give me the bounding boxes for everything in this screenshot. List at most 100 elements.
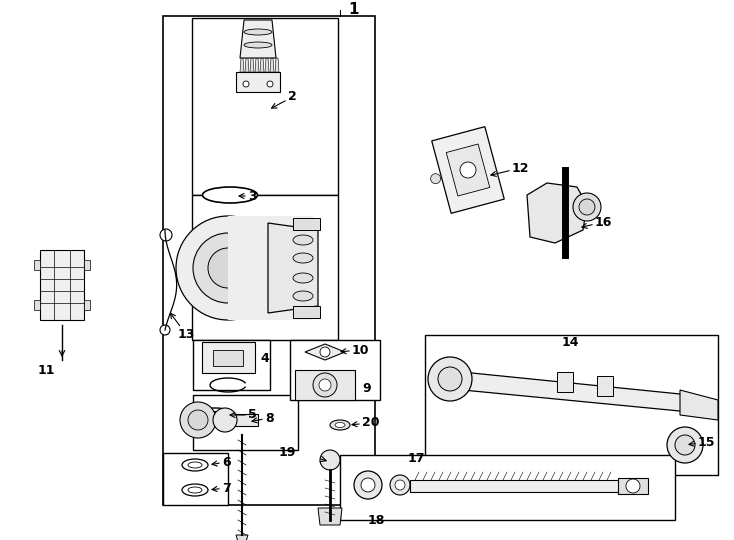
Polygon shape bbox=[236, 535, 248, 540]
Circle shape bbox=[320, 347, 330, 357]
Polygon shape bbox=[40, 250, 84, 320]
Bar bbox=[192, 195, 338, 340]
Polygon shape bbox=[240, 58, 244, 72]
Polygon shape bbox=[295, 370, 355, 400]
Ellipse shape bbox=[188, 487, 202, 493]
Text: 6: 6 bbox=[212, 456, 230, 469]
Polygon shape bbox=[618, 478, 648, 494]
Circle shape bbox=[160, 229, 172, 241]
Circle shape bbox=[180, 402, 216, 438]
Ellipse shape bbox=[293, 273, 313, 283]
Circle shape bbox=[319, 379, 331, 391]
Text: 9: 9 bbox=[362, 381, 371, 395]
Polygon shape bbox=[228, 216, 313, 320]
Ellipse shape bbox=[188, 462, 202, 468]
Bar bbox=[340, 455, 675, 520]
Ellipse shape bbox=[244, 29, 272, 35]
Text: 16: 16 bbox=[582, 215, 612, 228]
Circle shape bbox=[320, 450, 340, 470]
Polygon shape bbox=[236, 72, 280, 92]
Polygon shape bbox=[410, 480, 620, 492]
Bar bbox=[597, 376, 613, 396]
Polygon shape bbox=[265, 58, 269, 72]
Text: 19: 19 bbox=[279, 446, 296, 458]
Bar bbox=[193, 395, 298, 450]
Ellipse shape bbox=[203, 187, 258, 203]
Bar bbox=[290, 340, 380, 400]
Circle shape bbox=[428, 357, 472, 401]
Circle shape bbox=[667, 427, 703, 463]
Polygon shape bbox=[202, 342, 255, 373]
Ellipse shape bbox=[335, 422, 345, 428]
Polygon shape bbox=[293, 218, 320, 230]
Polygon shape bbox=[245, 58, 249, 72]
Circle shape bbox=[193, 233, 263, 303]
Bar bbox=[193, 340, 270, 390]
Text: 5: 5 bbox=[230, 408, 257, 422]
Text: 15: 15 bbox=[689, 435, 716, 449]
Ellipse shape bbox=[182, 459, 208, 471]
Polygon shape bbox=[432, 127, 504, 213]
Bar bbox=[163, 16, 375, 505]
Circle shape bbox=[188, 410, 208, 430]
Polygon shape bbox=[275, 58, 279, 72]
Ellipse shape bbox=[330, 420, 350, 430]
Circle shape bbox=[438, 367, 462, 391]
Circle shape bbox=[675, 435, 695, 455]
Ellipse shape bbox=[244, 42, 272, 48]
Circle shape bbox=[243, 81, 249, 87]
Circle shape bbox=[213, 408, 237, 432]
Circle shape bbox=[460, 162, 476, 178]
Text: 11: 11 bbox=[37, 363, 55, 376]
Polygon shape bbox=[442, 370, 690, 412]
Polygon shape bbox=[240, 20, 276, 58]
Bar bbox=[425, 335, 718, 475]
Bar bbox=[84, 300, 90, 310]
Polygon shape bbox=[293, 306, 320, 318]
Circle shape bbox=[160, 325, 170, 335]
Bar bbox=[557, 372, 573, 392]
Circle shape bbox=[313, 373, 337, 397]
Circle shape bbox=[573, 193, 601, 221]
Text: 3: 3 bbox=[239, 190, 257, 202]
Text: 10: 10 bbox=[341, 343, 369, 356]
Text: 7: 7 bbox=[212, 482, 230, 495]
Bar bbox=[34, 260, 40, 270]
Circle shape bbox=[579, 199, 595, 215]
Text: 14: 14 bbox=[562, 335, 580, 348]
Bar bbox=[192, 18, 338, 195]
Circle shape bbox=[176, 216, 280, 320]
Ellipse shape bbox=[195, 408, 235, 422]
Circle shape bbox=[431, 174, 440, 184]
Bar bbox=[34, 300, 40, 310]
Bar bbox=[84, 260, 90, 270]
Text: 13: 13 bbox=[170, 313, 195, 341]
Text: 2: 2 bbox=[272, 91, 297, 108]
Polygon shape bbox=[318, 508, 342, 525]
Text: 4: 4 bbox=[260, 352, 269, 365]
Text: 17: 17 bbox=[408, 451, 426, 464]
Polygon shape bbox=[250, 58, 254, 72]
Text: 18: 18 bbox=[368, 514, 385, 526]
Polygon shape bbox=[260, 58, 264, 72]
Polygon shape bbox=[213, 350, 243, 366]
Polygon shape bbox=[255, 58, 259, 72]
Circle shape bbox=[361, 478, 375, 492]
Text: 8: 8 bbox=[252, 411, 274, 424]
Circle shape bbox=[390, 475, 410, 495]
Ellipse shape bbox=[293, 291, 313, 301]
Text: 12: 12 bbox=[491, 161, 529, 177]
Circle shape bbox=[626, 479, 640, 493]
Polygon shape bbox=[305, 344, 345, 360]
Ellipse shape bbox=[293, 235, 313, 245]
Polygon shape bbox=[680, 390, 718, 420]
Polygon shape bbox=[527, 183, 587, 243]
Circle shape bbox=[354, 471, 382, 499]
Text: 1: 1 bbox=[348, 3, 358, 17]
Ellipse shape bbox=[293, 253, 313, 263]
Text: 20: 20 bbox=[352, 416, 379, 429]
Polygon shape bbox=[270, 58, 274, 72]
Ellipse shape bbox=[204, 411, 226, 418]
Ellipse shape bbox=[182, 484, 208, 496]
Polygon shape bbox=[446, 144, 490, 196]
